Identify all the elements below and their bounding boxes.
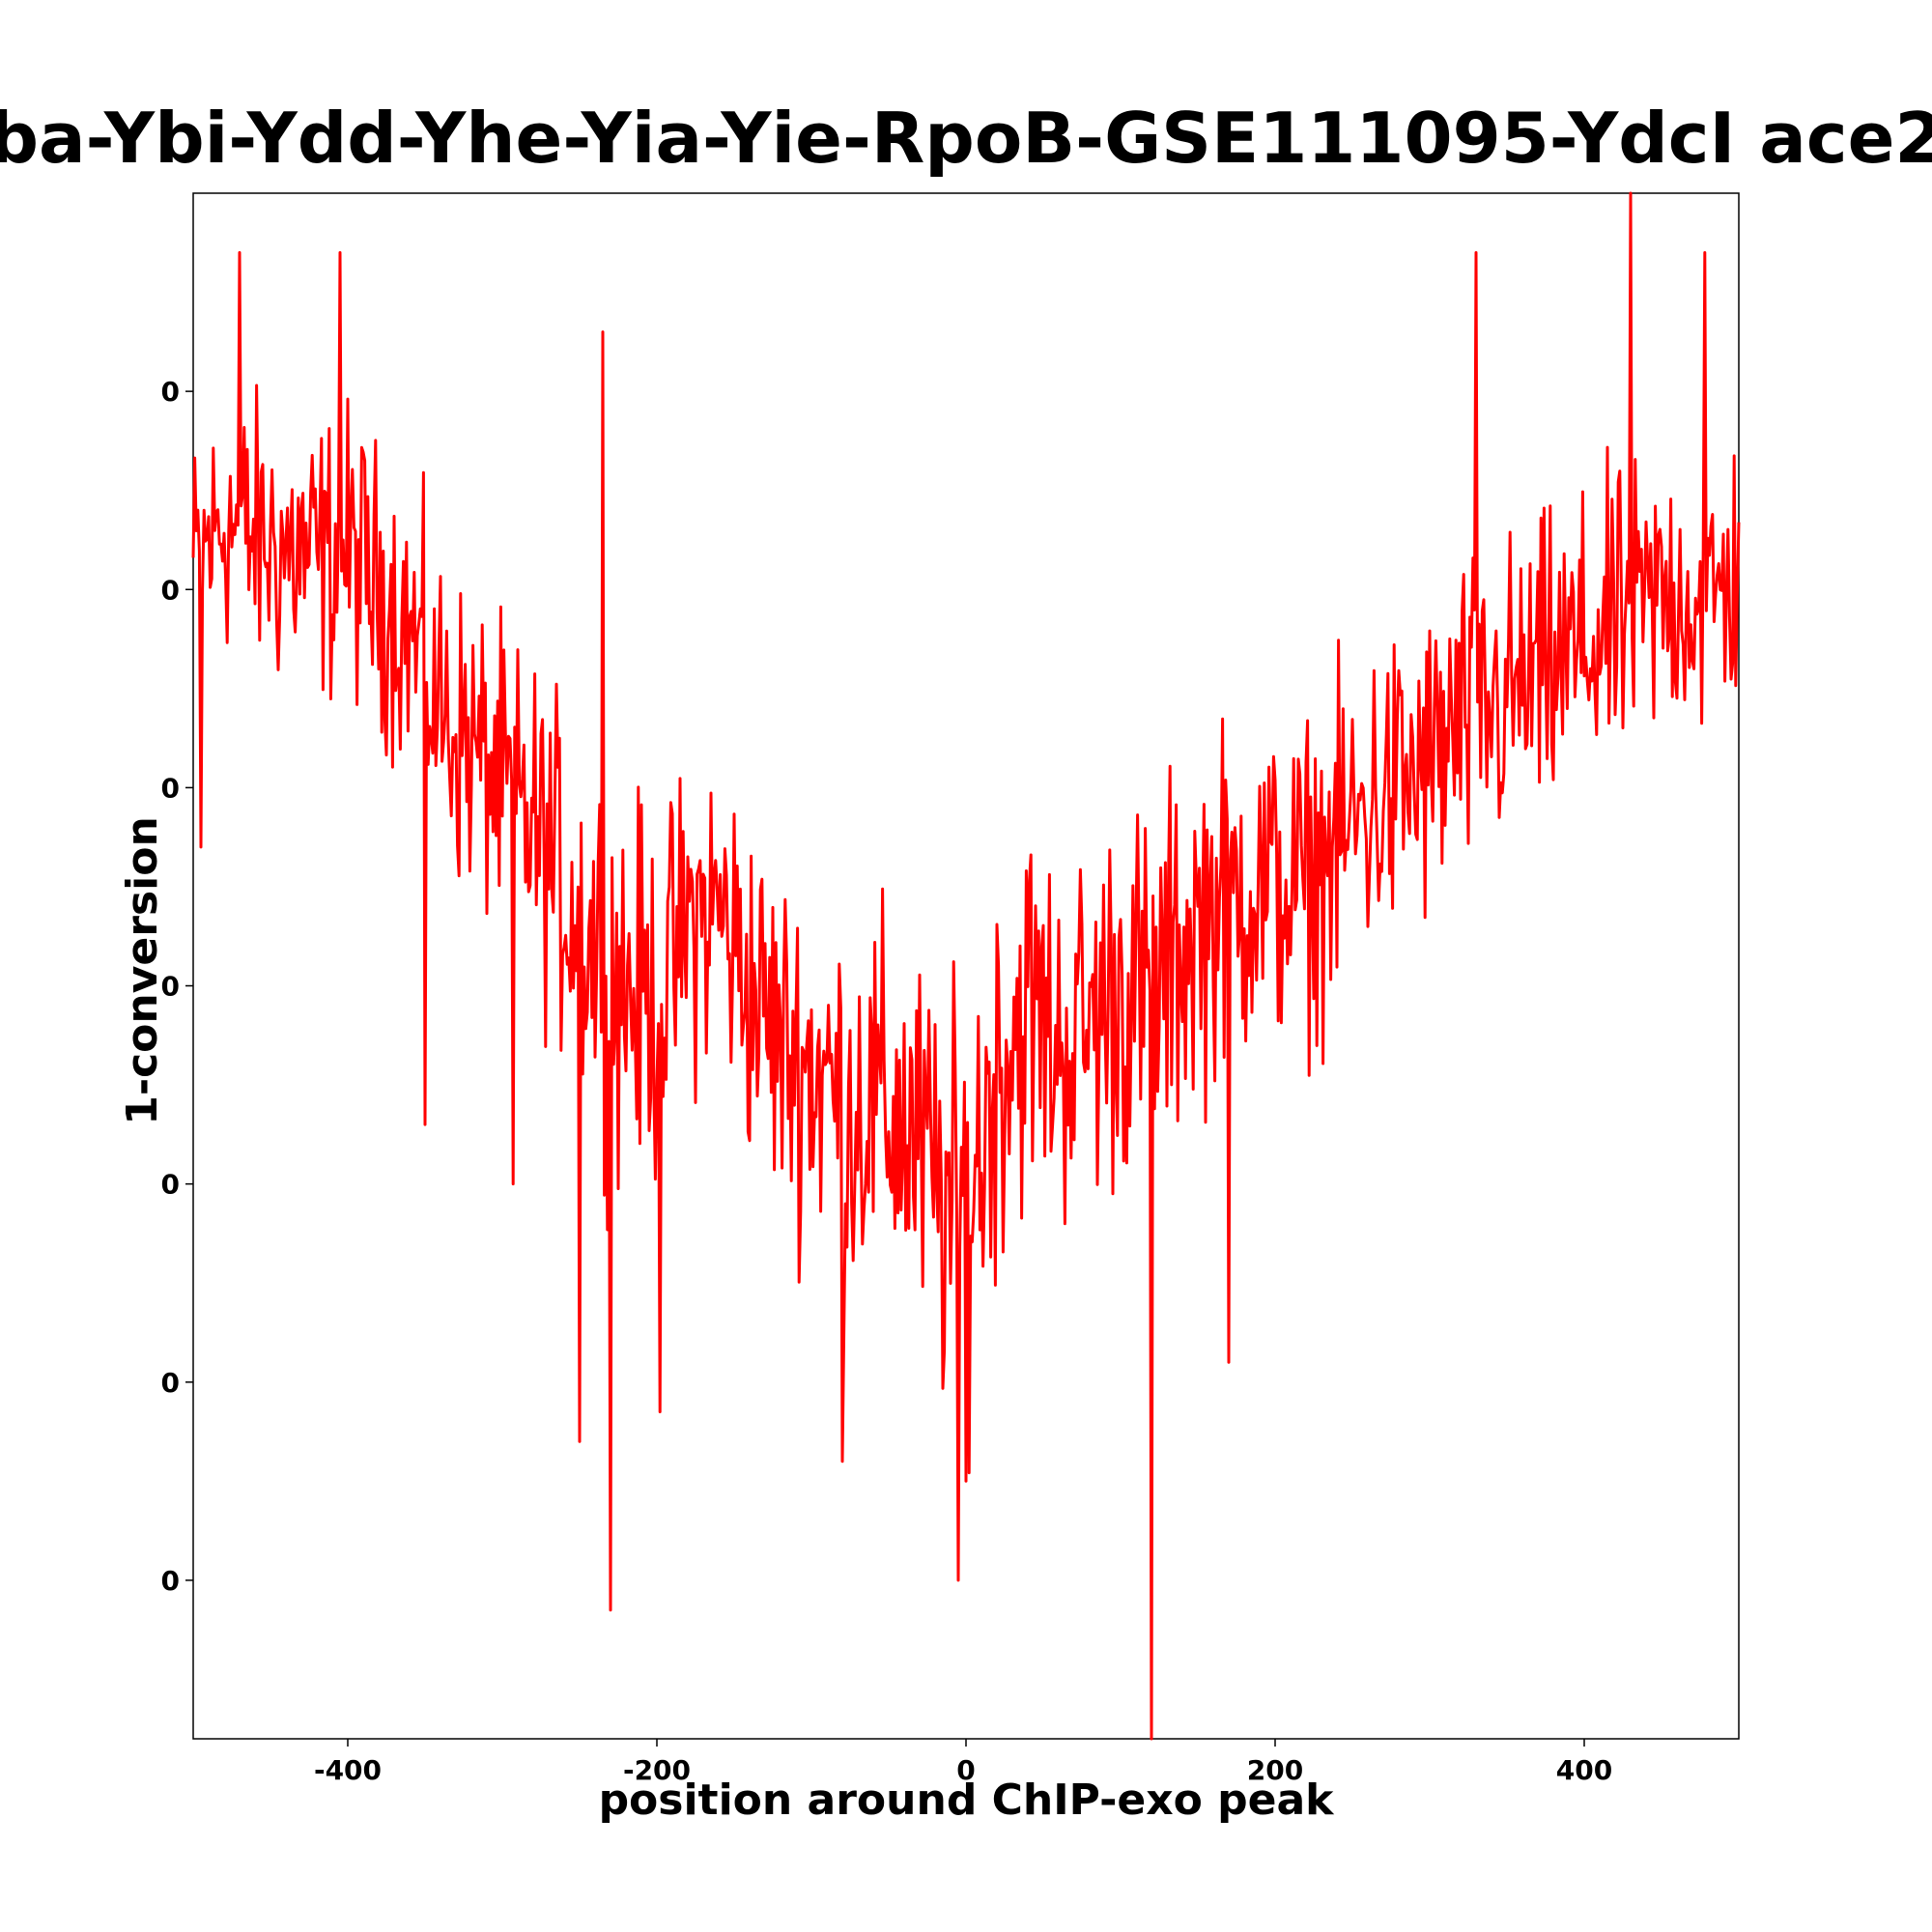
x-tick-label: -200 xyxy=(623,1754,691,1786)
y-tick-label: 0 xyxy=(161,376,180,408)
series-line xyxy=(191,191,1741,1741)
y-tick-label: 0 xyxy=(161,772,180,804)
x-axis-label: position around ChIP-exo peak xyxy=(599,1776,1336,1825)
y-tick-label: 0 xyxy=(161,1169,180,1201)
y-axis-ticks: 0 0 0 0 0 0 0 xyxy=(161,376,193,1597)
x-tick-label: -400 xyxy=(314,1754,382,1786)
y-axis-label: 1-conversion xyxy=(118,816,167,1125)
chart-title: ba-Ybi-Ydd-Yhe-Yia-Yie-RpoB-GSE111095-Yd… xyxy=(0,98,1932,179)
y-tick-label: 0 xyxy=(161,1367,180,1399)
y-tick-label: 0 xyxy=(161,971,180,1003)
plot-area xyxy=(191,191,1741,1741)
x-axis-ticks: -400 -200 0 200 400 xyxy=(314,1739,1612,1786)
x-tick-label: 400 xyxy=(1556,1754,1612,1786)
x-tick-label: 0 xyxy=(956,1754,975,1786)
y-tick-label: 0 xyxy=(161,574,180,606)
y-tick-label: 0 xyxy=(161,1565,180,1597)
x-tick-label: 200 xyxy=(1247,1754,1303,1786)
